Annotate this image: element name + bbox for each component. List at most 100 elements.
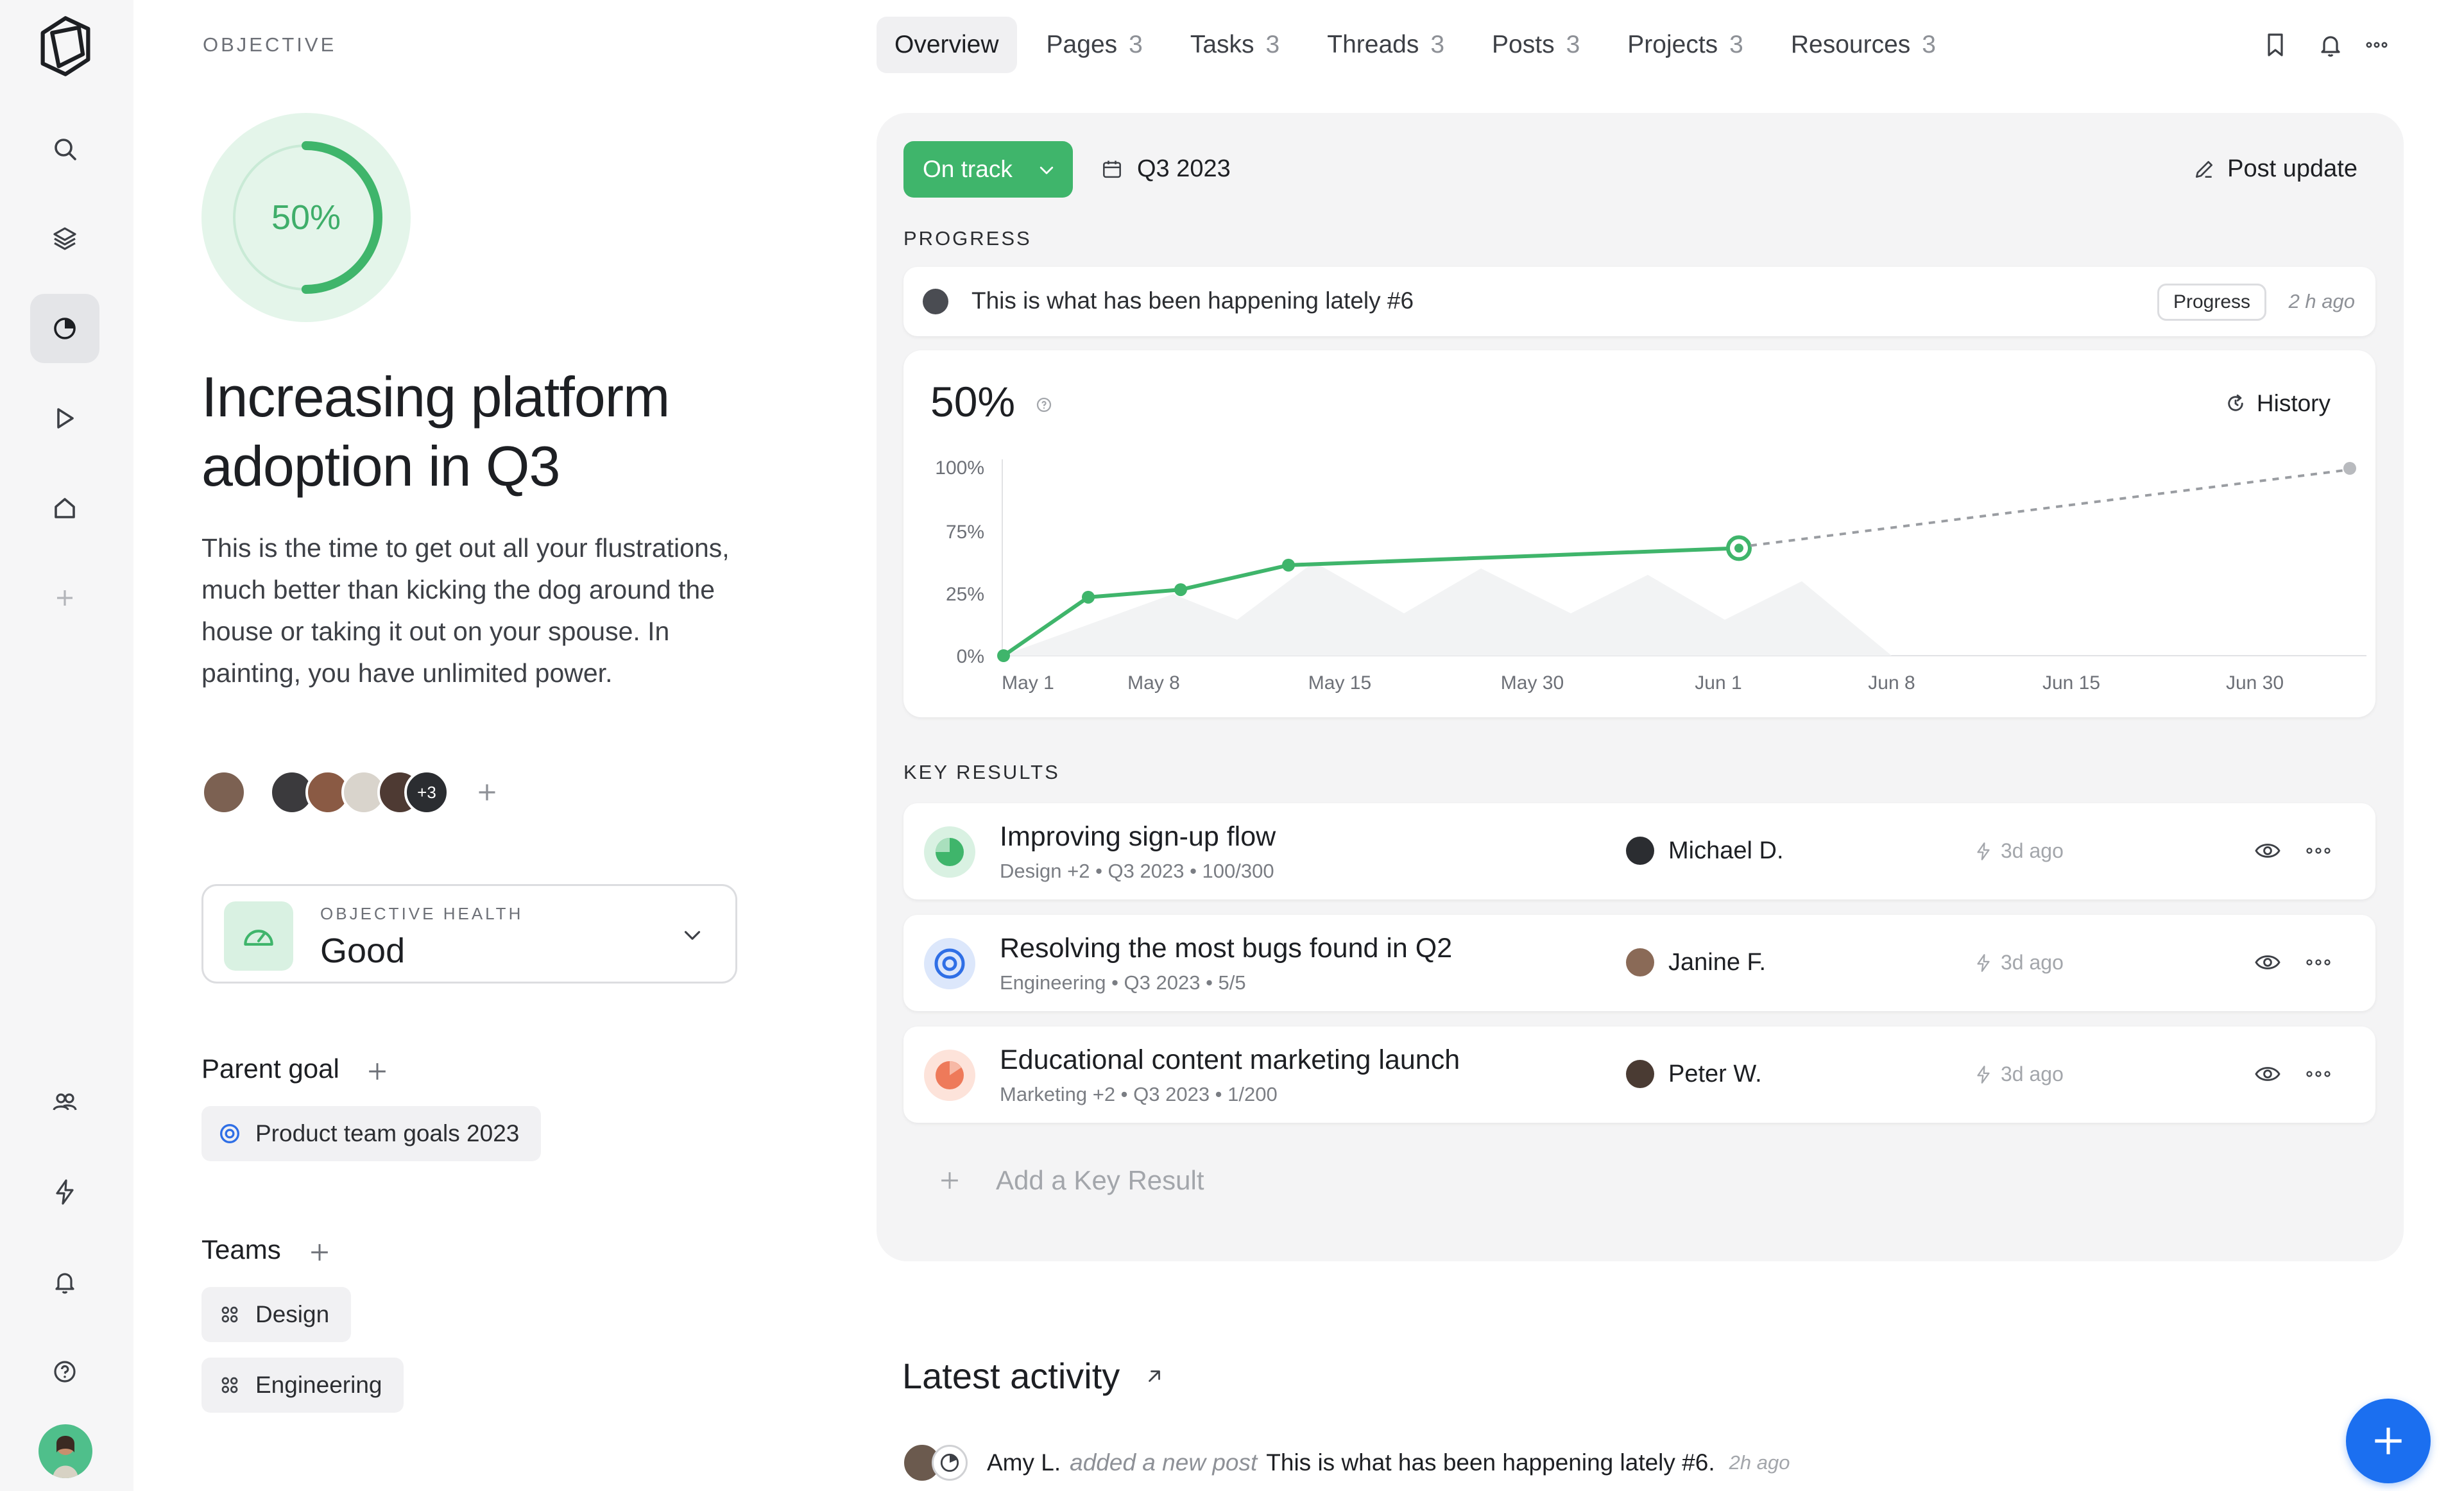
add-parent-goal-icon[interactable] — [363, 1057, 391, 1086]
team-chip-design[interactable]: Design — [201, 1287, 352, 1342]
add-nav-button[interactable] — [30, 563, 99, 633]
projection-line — [1750, 468, 2350, 547]
post-update-button[interactable]: Post update — [2191, 155, 2357, 183]
key-result-row[interactable]: Improving sign-up flow Design +2 • Q3 20… — [903, 803, 2375, 899]
progress-chart: 0% 25% 75% 100% May 1 May 8 May 15 May 30 Jun 1 J… — [935, 457, 2366, 694]
tab-overview[interactable]: Overview — [877, 17, 1017, 73]
key-result-owner[interactable]: Janine F. — [1626, 948, 1766, 976]
activity-post-link[interactable]: This is what has been happening lately #… — [1266, 1449, 1715, 1476]
eye-icon[interactable] — [2254, 951, 2282, 974]
update-type-badge: Progress — [2157, 284, 2266, 321]
owner-name: Peter W. — [1668, 1060, 1762, 1087]
team-icon — [221, 1306, 238, 1323]
search-icon — [55, 139, 76, 160]
key-result-meta: Marketing +2 • Q3 2023 • 1/200 — [1000, 1083, 1278, 1105]
key-result-owner[interactable]: Peter W. — [1626, 1060, 1762, 1088]
help-nav-button[interactable] — [30, 1337, 99, 1406]
updated-time: 3d ago — [2001, 951, 2064, 974]
tab-tasks[interactable]: Tasks 3 — [1172, 17, 1297, 73]
more-icon[interactable] — [2361, 30, 2392, 60]
add-key-result-button[interactable]: Add a Key Result — [936, 1165, 1204, 1196]
more-icon[interactable] — [2305, 844, 2332, 857]
status-label: On track — [923, 156, 1013, 182]
bell-icon[interactable] — [2315, 30, 2346, 60]
current-point-dot — [1734, 543, 1743, 553]
y-tick-label: 100% — [935, 457, 984, 479]
objective-description[interactable]: This is the time to get out all your flu… — [201, 533, 730, 688]
tab-count: 3 — [1729, 31, 1743, 58]
owner-name: Michael D. — [1668, 837, 1784, 864]
pencil-icon — [2196, 160, 2213, 178]
goals-nav-button[interactable] — [30, 294, 99, 363]
objective-tabs: Overview Pages 3 Tasks 3 Threads 3 Posts 3 P… — [877, 17, 1965, 73]
objective-title[interactable]: Increasing platform adoption in Q3 — [201, 365, 670, 498]
tab-posts[interactable]: Posts 3 — [1474, 17, 1598, 73]
home-icon — [55, 498, 75, 518]
key-result-meta: Engineering • Q3 2023 • 5/5 — [1000, 971, 1246, 994]
quarter-selector[interactable]: Q3 2023 — [1100, 155, 1231, 183]
layers-nav-button[interactable] — [30, 204, 99, 273]
latest-progress-update[interactable]: This is what has been happening lately #… — [903, 267, 2375, 336]
create-fab-button[interactable] — [2346, 1399, 2431, 1483]
key-results-heading: KEY RESULTS — [903, 761, 1060, 783]
eye-icon[interactable] — [2254, 839, 2282, 862]
people-nav-button[interactable] — [30, 1068, 99, 1137]
tab-label: Resources — [1790, 31, 1911, 58]
info-icon[interactable] — [1034, 395, 1054, 414]
more-icon[interactable] — [2305, 956, 2332, 969]
tab-label: Overview — [894, 31, 999, 58]
calendar-icon — [1103, 160, 1121, 178]
tab-resources[interactable]: Resources 3 — [1773, 17, 1954, 73]
owner-avatar — [1626, 837, 1654, 865]
gauge-icon — [224, 901, 293, 971]
key-result-row[interactable]: Educational content marketing launch Mar… — [903, 1027, 2375, 1123]
app-logo-icon[interactable] — [32, 13, 99, 80]
latest-activity-heading[interactable]: Latest activity — [902, 1355, 1166, 1397]
history-button[interactable]: History — [2223, 390, 2331, 417]
bolt-icon — [56, 1179, 74, 1205]
home-nav-button[interactable] — [30, 473, 99, 543]
data-point — [997, 649, 1010, 662]
tab-label: Threads — [1327, 31, 1419, 58]
bookmark-icon[interactable] — [2260, 30, 2291, 60]
more-icon[interactable] — [2305, 1068, 2332, 1080]
key-result-owner[interactable]: Michael D. — [1626, 837, 1784, 865]
key-result-updated: 3d ago — [1972, 839, 2064, 863]
parent-goal-chip[interactable]: Product team goals 2023 — [201, 1106, 542, 1161]
key-result-updated: 3d ago — [1972, 1062, 2064, 1086]
add-team-icon[interactable] — [305, 1238, 334, 1266]
data-point — [1282, 558, 1295, 572]
tab-count: 3 — [1922, 31, 1936, 58]
members-more-badge[interactable]: +3 — [404, 770, 449, 815]
objective-label: OBJECTIVE — [203, 33, 337, 56]
member-avatars[interactable]: +3 — [201, 770, 535, 819]
chart-background-shape — [1002, 562, 1892, 656]
add-member-icon[interactable] — [471, 776, 503, 808]
owner-avatar[interactable] — [201, 770, 246, 815]
key-result-title: Resolving the most bugs found in Q2 — [1000, 933, 1453, 964]
status-dropdown[interactable]: On track — [903, 141, 1073, 198]
activity-item[interactable]: Amy L. added a new post This is what has… — [902, 1437, 1790, 1488]
team-chip-engineering[interactable]: Engineering — [201, 1358, 404, 1413]
notifications-nav-button[interactable] — [30, 1247, 99, 1316]
tab-projects[interactable]: Projects 3 — [1609, 17, 1761, 73]
key-result-row[interactable]: Resolving the most bugs found in Q2 Engi… — [903, 915, 2375, 1011]
activity-user: Amy L. — [987, 1449, 1061, 1476]
tab-pages[interactable]: Pages 3 — [1029, 17, 1161, 73]
update-time: 2 h ago — [2288, 290, 2355, 312]
activity-time: 2h ago — [1729, 1451, 1790, 1474]
sidebar — [0, 0, 133, 1491]
search-nav-button[interactable] — [30, 114, 99, 183]
author-avatar — [923, 289, 948, 314]
eye-icon[interactable] — [2254, 1062, 2282, 1086]
activity-nav-button[interactable] — [30, 1157, 99, 1227]
data-point — [1082, 590, 1095, 604]
current-user-avatar[interactable] — [38, 1424, 92, 1478]
play-nav-button[interactable] — [30, 384, 99, 453]
objective-progress-text: 50% — [271, 198, 341, 237]
tab-threads[interactable]: Threads 3 — [1309, 17, 1462, 73]
plus-icon — [941, 1172, 958, 1189]
bolt-icon — [1977, 953, 1990, 972]
tab-label: Projects — [1627, 31, 1718, 58]
objective-health-select[interactable]: OBJECTIVE HEALTH Good — [201, 884, 737, 984]
